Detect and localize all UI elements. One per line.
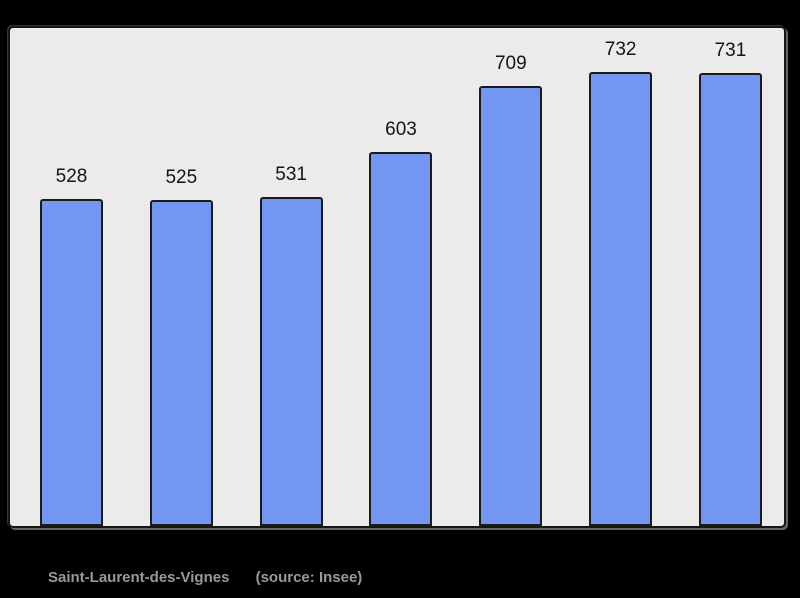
bar-group: 531 <box>259 164 323 526</box>
bar-value-label: 528 <box>55 166 88 187</box>
bar <box>259 197 323 526</box>
bar-value-label: 732 <box>604 39 637 60</box>
bar-group: 709 <box>479 53 543 526</box>
bar <box>369 152 433 526</box>
bar <box>40 199 103 526</box>
bar-value-label: 731 <box>714 40 747 61</box>
bar-group: 528 <box>40 166 103 526</box>
source-note: (source: Insee) <box>255 569 363 586</box>
bar-value-label: 525 <box>165 167 198 188</box>
bar <box>589 72 653 526</box>
bar-group: 731 <box>698 40 762 526</box>
bar-group: 525 <box>149 167 213 526</box>
commune-name: Saint-Laurent-des-Vignes <box>48 569 230 586</box>
bar-group: 603 <box>369 119 433 526</box>
bar-value-label: 531 <box>275 164 307 185</box>
bars-container: 528 525 531 603 709 732 731 <box>10 28 784 526</box>
chart-plot-area: 528 525 531 603 709 732 731 <box>8 26 786 528</box>
bar <box>149 200 213 526</box>
bar <box>479 86 543 526</box>
bar-group: 732 <box>589 39 653 526</box>
chart-caption: Saint-Laurent-des-Vignes (source: Insee) <box>48 569 362 586</box>
bar-value-label: 603 <box>385 119 417 140</box>
bar <box>698 73 762 526</box>
bar-value-label: 709 <box>494 53 527 74</box>
